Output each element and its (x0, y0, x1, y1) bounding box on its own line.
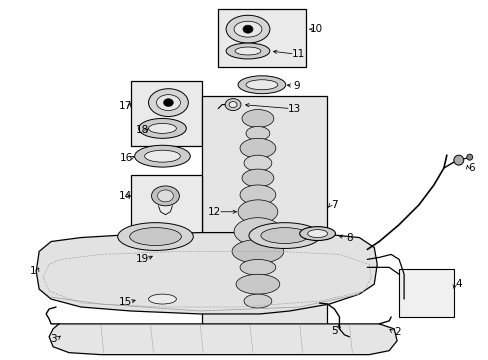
Bar (398, 269, 453, 317)
Ellipse shape (151, 186, 179, 206)
Ellipse shape (245, 126, 269, 140)
Ellipse shape (245, 80, 277, 90)
Text: 1: 1 (30, 266, 37, 276)
Ellipse shape (248, 223, 320, 248)
Text: 14: 14 (119, 191, 132, 201)
Ellipse shape (148, 89, 188, 117)
Text: 7: 7 (330, 200, 337, 210)
Ellipse shape (118, 223, 193, 251)
Ellipse shape (242, 169, 273, 187)
Ellipse shape (138, 290, 186, 308)
Ellipse shape (240, 185, 275, 205)
Ellipse shape (144, 150, 180, 162)
Text: 4: 4 (454, 279, 461, 289)
Ellipse shape (238, 200, 277, 224)
Ellipse shape (261, 228, 308, 243)
Ellipse shape (234, 21, 262, 37)
Text: 11: 11 (291, 49, 305, 59)
Bar (130, 81, 202, 146)
Text: 5: 5 (330, 326, 337, 336)
Ellipse shape (243, 25, 252, 33)
Text: 12: 12 (207, 207, 221, 217)
Bar (155, 274, 177, 284)
Bar (218, 9, 305, 67)
Text: 15: 15 (119, 297, 132, 307)
Ellipse shape (134, 145, 190, 167)
Text: 13: 13 (287, 104, 301, 113)
Ellipse shape (232, 239, 283, 264)
Ellipse shape (163, 99, 173, 107)
Ellipse shape (236, 274, 279, 294)
Ellipse shape (138, 118, 186, 138)
Bar (202, 96, 326, 334)
Ellipse shape (238, 76, 285, 94)
Ellipse shape (225, 15, 269, 43)
Bar (155, 260, 177, 270)
Text: 2: 2 (393, 327, 400, 337)
Ellipse shape (234, 218, 281, 246)
Ellipse shape (156, 95, 180, 111)
Bar (155, 225, 177, 235)
Polygon shape (36, 233, 376, 314)
Ellipse shape (224, 99, 241, 111)
Circle shape (466, 154, 472, 160)
Ellipse shape (299, 227, 335, 240)
Text: 6: 6 (468, 163, 474, 173)
Ellipse shape (240, 260, 275, 275)
Bar (130, 175, 202, 289)
Ellipse shape (157, 190, 173, 202)
Text: 19: 19 (136, 255, 149, 264)
Ellipse shape (148, 294, 176, 304)
Text: 16: 16 (120, 153, 133, 163)
Ellipse shape (129, 228, 181, 246)
Text: 9: 9 (293, 81, 300, 91)
Ellipse shape (225, 43, 269, 59)
Ellipse shape (235, 47, 261, 55)
Ellipse shape (244, 294, 271, 308)
Ellipse shape (242, 109, 273, 127)
Polygon shape (49, 324, 396, 355)
Ellipse shape (148, 123, 176, 133)
Text: 17: 17 (119, 100, 132, 111)
Ellipse shape (228, 102, 237, 108)
Bar (155, 243, 177, 252)
Text: 3: 3 (50, 334, 56, 344)
Circle shape (453, 155, 463, 165)
Ellipse shape (307, 230, 327, 238)
Ellipse shape (244, 155, 271, 171)
Text: 10: 10 (309, 24, 323, 34)
Text: 8: 8 (346, 233, 352, 243)
Text: 18: 18 (136, 125, 149, 135)
Ellipse shape (240, 138, 275, 158)
